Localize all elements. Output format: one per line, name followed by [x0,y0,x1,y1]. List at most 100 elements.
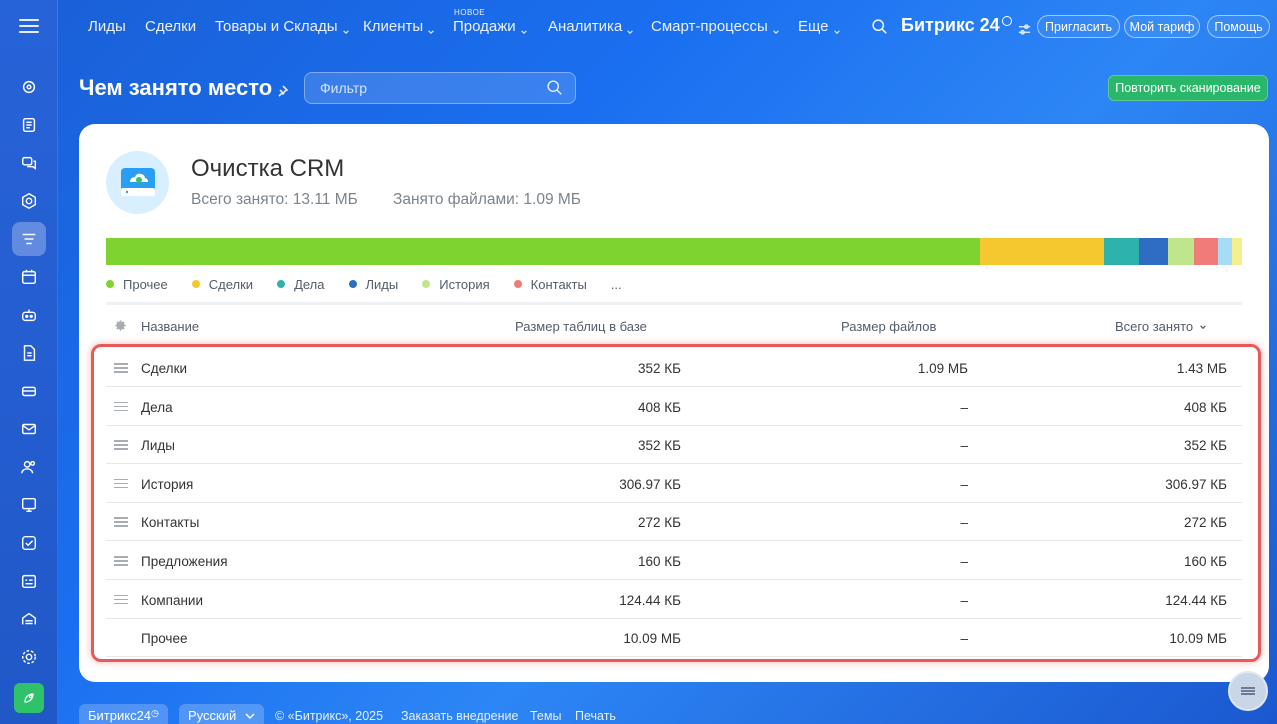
sites-icon[interactable] [12,602,46,636]
invite-button[interactable]: Пригласить [1037,15,1120,38]
table-row[interactable]: Сделки 352 КБ 1.09 МБ 1.43 МБ [106,348,1242,387]
hexagon-icon[interactable] [12,184,46,218]
table-row[interactable]: Лиды 352 КБ – 352 КБ [106,425,1242,465]
row-db-size: 10.09 МБ [623,631,681,647]
table-row[interactable]: Компании 124.44 КБ – 124.44 КБ [106,580,1242,619]
chevron-down-icon [1199,319,1207,330]
row-total: 306.97 КБ [1165,476,1227,492]
row-db-size: 272 КБ [638,515,681,531]
legend-more[interactable]: ... [610,276,622,292]
usage-bar-segment[interactable] [1217,238,1232,265]
footer-brand-button[interactable]: Битрикс24◷ [79,704,168,724]
legend-item[interactable]: Прочее [106,277,168,292]
floating-menu-button[interactable] [1228,671,1268,711]
column-total-header[interactable]: Всего занято [1115,319,1207,334]
mail-icon[interactable] [12,412,46,446]
nav-analytics-label: Аналитика [548,18,623,35]
column-file-size-header[interactable]: Размер файлов [841,319,937,334]
presentation-icon[interactable] [12,488,46,522]
row-name: Сделки [141,361,188,376]
row-file-size: – [960,399,968,415]
row-db-size: 408 КБ [638,399,681,415]
nav-sales[interactable]: Продажи [453,18,528,35]
themes-link[interactable]: Темы [530,709,562,723]
left-sidebar [0,0,58,724]
table-row[interactable]: История 306.97 КБ – 306.97 КБ [106,464,1242,503]
nav-more[interactable]: Еще [798,18,841,35]
search-icon[interactable] [871,18,889,36]
legend-item[interactable]: Сделки [191,276,254,292]
rescan-button[interactable]: Повторить сканирование [1108,75,1268,101]
nav-clients[interactable]: Клиенты [363,18,435,35]
users-icon[interactable] [12,450,46,484]
row-total: 160 КБ [1184,554,1227,569]
nav-products[interactable]: Товары и Склады [215,18,350,35]
crm-icon[interactable] [12,222,46,256]
drag-handle-icon[interactable] [114,440,128,450]
legend-item[interactable]: Лиды [348,277,398,292]
row-total: 408 КБ [1184,399,1227,415]
drag-handle-icon[interactable] [114,517,128,527]
brand-logo[interactable]: Битрикс 24 [901,15,1030,36]
usage-bar [106,238,1242,265]
store-icon[interactable] [12,374,46,408]
usage-bar-segment[interactable] [1168,238,1195,265]
highlight-frame [91,344,1261,662]
nav-analytics[interactable]: Аналитика [548,18,634,35]
drag-handle-icon[interactable] [114,401,128,412]
crm-storage-icon [106,151,169,214]
gear-icon[interactable] [114,319,128,333]
drag-handle-icon[interactable] [114,594,128,605]
nav-products-label: Товары и Склады [215,18,338,35]
row-name: Предложения [141,554,228,569]
search-icon[interactable] [546,79,564,97]
filter-input[interactable]: Фильтр [304,72,576,104]
tasks-icon[interactable] [12,526,46,560]
legend-item[interactable]: История [422,277,490,292]
usage-bar-segment[interactable] [1231,238,1242,265]
drag-handle-icon[interactable] [114,363,128,373]
sliders-icon[interactable] [1018,20,1030,35]
legend-label: Сделки [208,276,254,292]
calendar-icon[interactable] [12,260,46,294]
legend-item[interactable]: Дела [277,276,325,292]
order-implementation-link[interactable]: Заказать внедрение [401,709,519,723]
usage-bar-segment[interactable] [1104,238,1139,265]
my-tariff-button[interactable]: Мой тариф [1124,15,1200,38]
legend-item[interactable]: Контакты [513,277,587,292]
column-db-size-header[interactable]: Размер таблиц в базе [515,319,647,334]
drag-handle-icon[interactable] [114,556,128,566]
row-file-size: – [960,554,968,569]
settings-icon[interactable] [12,640,46,674]
usage-bar-segment[interactable] [1138,238,1169,265]
usage-bar-segment[interactable] [980,238,1105,265]
nav-leads[interactable]: Лиды [88,18,126,35]
row-file-size: 1.09 МБ [917,361,968,376]
document-icon[interactable] [12,336,46,370]
rocket-icon[interactable] [14,683,44,713]
usage-bar-segment[interactable] [106,238,981,265]
drag-handle-icon[interactable] [114,478,128,489]
column-name-header[interactable]: Название [141,319,200,334]
messenger-icon[interactable] [12,146,46,180]
table-row[interactable]: Предложения 160 КБ – 160 КБ [106,541,1242,580]
legend-label: Дела [294,276,325,292]
page-title: Чем занято место [79,75,273,100]
robot-icon[interactable] [12,298,46,332]
nav-smart-processes[interactable]: Смарт-процессы [651,18,780,35]
language-select[interactable]: Русский [179,704,264,724]
table-row[interactable]: Дела 408 КБ – 408 КБ [106,387,1242,426]
pin-icon[interactable] [276,84,289,97]
feed-icon[interactable] [12,108,46,142]
nav-deals[interactable]: Сделки [145,18,196,35]
crm-title: Очистка CRM [191,155,345,182]
help-button[interactable]: Помощь [1207,15,1270,38]
print-link[interactable]: Печать [575,709,616,723]
table-row[interactable]: Контакты 272 КБ – 272 КБ [106,502,1242,542]
chat-bubbles-icon[interactable] [12,70,46,104]
row-db-size: 352 КБ [638,438,681,454]
menu-burger-icon[interactable] [19,19,39,33]
table-row[interactable]: Прочее 10.09 МБ – 10.09 МБ [106,618,1242,658]
schedule-icon[interactable] [12,564,46,598]
usage-bar-segment[interactable] [1194,238,1218,265]
